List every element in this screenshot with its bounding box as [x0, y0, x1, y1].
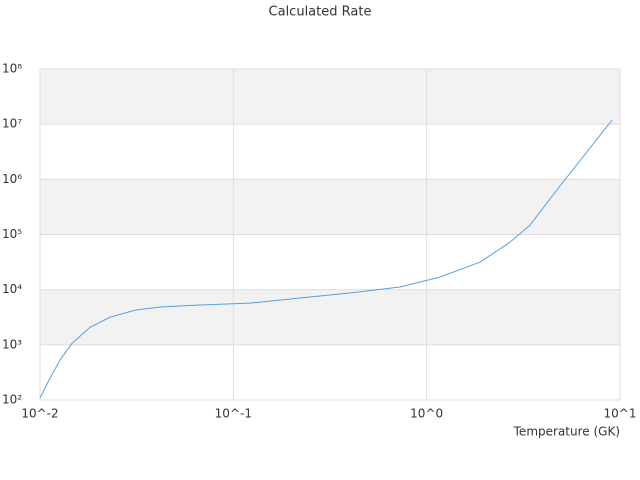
grid-band — [40, 289, 620, 345]
line-series — [39, 119, 613, 399]
y-tick-label: 10³ — [2, 337, 22, 351]
y-tick-label: 10⁵ — [2, 227, 22, 241]
y-tick-label: 10⁸ — [2, 62, 22, 76]
y-tick-label: 10² — [2, 393, 22, 407]
x-tick-label: 10^0 — [410, 407, 443, 421]
x-tick-label: 10^-2 — [21, 407, 58, 421]
chart-title: Calculated Rate — [269, 5, 372, 20]
y-tick-label: 10⁶ — [2, 172, 22, 186]
y-tick-label: 10⁷ — [2, 117, 22, 131]
x-tick-label: 10^1 — [604, 407, 637, 421]
x-axis-label: Temperature (GK) — [513, 425, 620, 439]
grid-band — [40, 69, 620, 125]
x-tick-label: 10^-1 — [215, 407, 252, 421]
grid-band — [40, 179, 620, 235]
y-tick-label: 10⁴ — [2, 282, 22, 296]
